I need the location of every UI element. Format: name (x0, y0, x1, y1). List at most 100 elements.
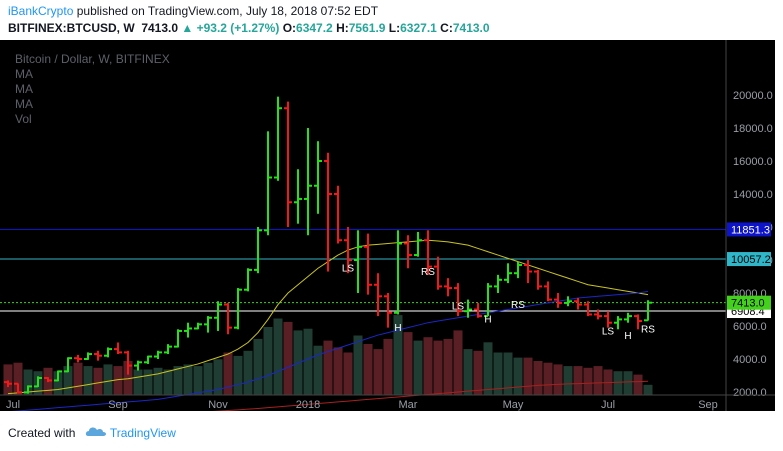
volume-bar (313, 345, 323, 395)
published-text: published on TradingView.com, July 18, 2… (76, 4, 379, 18)
price-tag (727, 252, 771, 267)
volume-bar (303, 328, 313, 395)
volume-bar (243, 350, 253, 395)
high-label: H: (336, 21, 349, 35)
footer: Created with TradingView (8, 426, 176, 440)
pattern-label: LS (602, 326, 615, 337)
ohlc-line: BITFINEX:BTCUSD, W 7413.0 ▲ +93.2 (+1.27… (8, 21, 490, 35)
x-tick-label: Mar (399, 399, 418, 411)
volume-bar (383, 338, 393, 395)
volume-bar (463, 349, 473, 395)
x-tick-label: Jul (6, 399, 20, 411)
pattern-label: LS (452, 302, 465, 313)
pattern-label: RS (511, 300, 525, 311)
volume-bar (453, 330, 463, 395)
tradingview-cloud-icon[interactable] (85, 426, 107, 438)
volume-bar (613, 371, 623, 395)
low-label: L: (388, 21, 401, 35)
volume-bar (373, 349, 383, 395)
volume-bar (13, 362, 23, 395)
x-tick-label: Sep (698, 399, 718, 411)
volume-bar (593, 366, 603, 395)
indicator-ma-3[interactable]: MA (15, 97, 33, 111)
pattern-label: H (394, 323, 401, 334)
x-tick-label: Nov (208, 399, 228, 411)
x-tick-label: 2018 (296, 399, 320, 411)
volume-bar (93, 367, 103, 395)
chart-canvas[interactable]: LSRSHLSHRSLSHRS0.02000.04000.06000.08000… (0, 40, 775, 411)
volume-bar (213, 359, 223, 395)
volume-bar (223, 352, 233, 395)
volume-bar (633, 374, 643, 395)
volume-bar (323, 340, 333, 395)
volume-bar (163, 369, 173, 395)
volume-bar (63, 366, 73, 395)
volume-bar (443, 338, 453, 395)
y-tick-label: 6000.0 (733, 321, 767, 333)
created-with-text: Created with (8, 426, 76, 440)
volume-bar (543, 362, 553, 395)
volume-bar (523, 357, 533, 395)
moving-average-line (212, 380, 649, 411)
volume-bar (143, 369, 153, 395)
y-tick-label: 16000.0 (733, 156, 773, 168)
pattern-label: RS (641, 325, 655, 336)
volume-bar (273, 318, 283, 395)
volume-bar (333, 347, 343, 395)
indicator-ma-2[interactable]: MA (15, 82, 33, 96)
volume-bar (83, 366, 93, 395)
volume-bar (23, 369, 33, 395)
volume-bar (253, 338, 263, 395)
indicator-volume[interactable]: Vol (15, 112, 32, 126)
x-tick-label: May (503, 399, 524, 411)
volume-bar (573, 366, 583, 395)
price-tag (727, 222, 771, 237)
low-value: 6327.1 (400, 21, 437, 35)
price-tag-label: 10057.2 (731, 254, 771, 266)
volume-bar (363, 344, 373, 395)
volume-bar (113, 366, 123, 395)
volume-bar (643, 384, 653, 395)
volume-bar (623, 371, 633, 395)
volume-bar (563, 366, 573, 395)
volume-bar (423, 337, 433, 395)
price-tag-label: 7413.0 (731, 298, 765, 310)
chart-title: Bitcoin / Dollar, W, BITFINEX (15, 52, 170, 66)
volume-bar (233, 355, 243, 395)
pattern-label: LS (342, 264, 355, 275)
volume-bar (393, 315, 403, 395)
volume-bar (473, 350, 483, 395)
volume-bar (73, 362, 83, 395)
volume-bar (133, 369, 143, 395)
close-label: C: (440, 21, 453, 35)
volume-bar (483, 342, 493, 395)
volume-bar (343, 352, 353, 395)
volume-bar (263, 327, 273, 395)
open-value: 6347.2 (296, 21, 333, 35)
volume-bar (353, 335, 363, 395)
volume-bar (203, 362, 213, 395)
y-tick-label: 14000.0 (733, 189, 773, 201)
indicator-ma-1[interactable]: MA (15, 67, 33, 81)
tradingview-link[interactable]: TradingView (109, 426, 176, 440)
x-tick-label: Jul (601, 399, 615, 411)
y-tick-label: 20000.0 (733, 90, 773, 102)
author-link[interactable]: iBankCrypto (8, 4, 74, 18)
publish-line: iBankCrypto published on TradingView.com… (8, 4, 378, 18)
volume-bar (173, 366, 183, 395)
volume-bar (503, 352, 513, 395)
price-chart[interactable]: LSRSHLSHRSLSHRS0.02000.04000.06000.08000… (0, 40, 775, 411)
open-label: O: (282, 21, 297, 35)
moving-average-line (11, 290, 649, 411)
pattern-label: H (484, 315, 491, 326)
symbol-label: BITFINEX:BTCUSD, W (8, 21, 135, 35)
high-value: 7561.9 (348, 21, 386, 35)
close-value: 7413.0 (452, 21, 490, 35)
y-tick-label: 4000.0 (733, 354, 767, 366)
pattern-label: H (624, 331, 631, 342)
volume-bar (513, 357, 523, 395)
volume-bar (153, 367, 163, 395)
volume-bar (403, 332, 413, 395)
volume-bar (3, 364, 13, 395)
x-tick-label: Sep (108, 399, 128, 411)
